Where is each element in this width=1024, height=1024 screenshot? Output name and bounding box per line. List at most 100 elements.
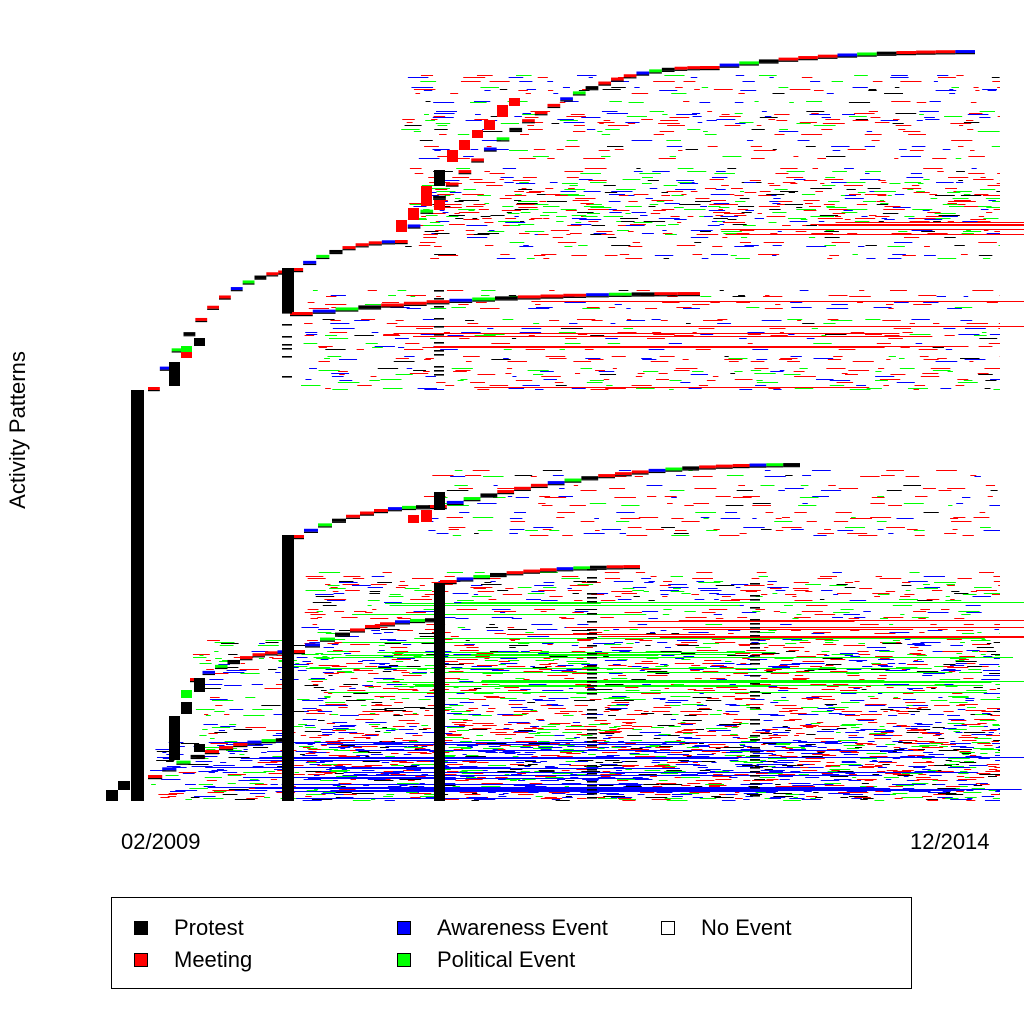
protest-column-tick — [750, 735, 760, 737]
protest-column-tick — [587, 713, 597, 715]
split-block-meeting — [472, 130, 483, 138]
branch-step — [473, 578, 490, 580]
protest-column-tick — [587, 729, 597, 731]
branch-step — [509, 127, 523, 131]
protest-column-tick — [750, 723, 760, 725]
protest-column-tick — [434, 788, 444, 790]
branch-step — [381, 303, 404, 307]
branch-step — [590, 568, 607, 570]
branch-step — [261, 742, 276, 744]
branch-step — [606, 565, 624, 569]
branch-step — [395, 240, 408, 243]
branch-step — [473, 575, 490, 579]
branch-step — [586, 296, 609, 298]
branch-step — [876, 51, 897, 55]
branch-step — [623, 77, 637, 79]
split-block-meeting — [459, 140, 470, 150]
protest-column-tick — [282, 300, 292, 302]
protest-column-tick — [750, 783, 760, 785]
branch-step — [403, 304, 427, 306]
branch-step — [219, 746, 234, 750]
protest-column-tick — [587, 793, 597, 795]
protest-column-tick — [750, 635, 760, 637]
protest-column-tick — [587, 665, 597, 667]
branch-step — [290, 268, 304, 271]
branch-step — [304, 531, 318, 533]
protest-column-tick — [750, 691, 760, 693]
branch-step — [233, 742, 248, 746]
protest-column-tick — [587, 629, 597, 631]
branch-step — [497, 490, 515, 494]
branch-step — [395, 620, 410, 624]
branch-step — [540, 568, 557, 572]
branch-step — [162, 770, 177, 772]
protest-column-tick — [282, 288, 292, 290]
branch-step — [778, 57, 799, 61]
branch-step — [540, 294, 564, 298]
branch-step — [374, 511, 388, 514]
split-block-political — [181, 346, 192, 352]
branch-step — [440, 580, 457, 583]
branch-step — [615, 475, 632, 477]
branch-step — [329, 249, 343, 253]
protest-column-tick — [434, 684, 444, 686]
branch-step — [312, 312, 336, 314]
protest-column-tick — [750, 631, 760, 633]
branch-step — [585, 89, 599, 91]
branch-step — [148, 778, 163, 780]
branch-step — [514, 486, 531, 490]
branch-step — [857, 55, 877, 57]
branch-step — [402, 508, 416, 511]
branch-step — [365, 627, 380, 630]
branch-step — [608, 295, 632, 297]
branch-step — [318, 526, 332, 528]
branch-step — [563, 296, 587, 298]
branch-step — [471, 158, 484, 162]
branch-step — [202, 670, 215, 674]
protest-column-tick — [587, 677, 597, 679]
branch-step — [573, 566, 590, 570]
protest-column-tick — [587, 717, 597, 719]
protest-column-tick — [587, 741, 597, 743]
protest-column-tick — [434, 704, 444, 706]
branch-step — [483, 150, 497, 152]
branch-step — [380, 625, 395, 627]
protest-column-tick — [750, 627, 760, 629]
branch-step — [654, 292, 678, 296]
split-block-meeting — [408, 515, 419, 523]
protest-column-tick — [750, 775, 760, 777]
protest-column-tick — [750, 707, 760, 709]
branch-step — [219, 295, 231, 299]
branch-step — [240, 659, 253, 661]
split-block-meeting — [447, 150, 458, 162]
branch-step — [506, 571, 524, 575]
branch-step — [316, 254, 330, 258]
protest-column-tick — [587, 613, 597, 615]
branch-step — [407, 224, 421, 228]
branch-step — [290, 535, 304, 538]
branch-step — [407, 227, 421, 229]
branch-step — [916, 50, 936, 54]
branch-step — [162, 767, 177, 771]
branch-step — [674, 69, 688, 71]
branch-step — [699, 468, 716, 470]
protest-column-tick — [587, 685, 597, 687]
branch-step — [677, 292, 700, 296]
branch-step — [611, 77, 624, 81]
branch-step — [556, 567, 574, 571]
protest-column-tick — [587, 773, 597, 775]
branch-step — [230, 287, 243, 291]
branch-step — [190, 754, 205, 758]
branch-step — [798, 59, 818, 61]
branch-step — [631, 470, 649, 474]
protest-column-tick — [750, 739, 760, 741]
branch-step — [402, 505, 416, 509]
protest-column-tick — [750, 655, 760, 657]
protest-column-tick — [750, 695, 760, 697]
branch-step — [445, 185, 459, 187]
branch-step — [514, 489, 531, 492]
branch-step — [648, 468, 666, 472]
branch-step — [303, 263, 317, 266]
branch-step — [346, 517, 360, 519]
branch-step — [360, 514, 374, 516]
